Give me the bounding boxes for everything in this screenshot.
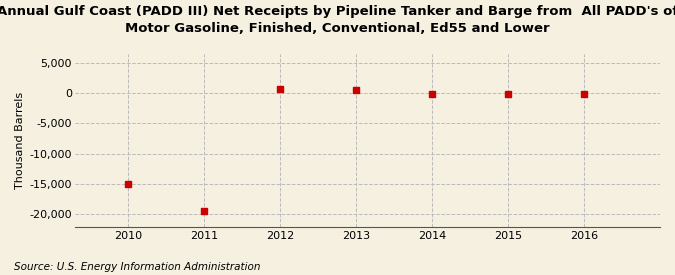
Point — [275, 87, 286, 91]
Point — [122, 182, 133, 186]
Point — [503, 91, 514, 96]
Point — [350, 88, 361, 92]
Text: Source: U.S. Energy Information Administration: Source: U.S. Energy Information Administ… — [14, 262, 260, 272]
Y-axis label: Thousand Barrels: Thousand Barrels — [15, 92, 25, 189]
Point — [198, 209, 209, 214]
Point — [427, 92, 437, 97]
Text: Annual Gulf Coast (PADD III) Net Receipts by Pipeline Tanker and Barge from  All: Annual Gulf Coast (PADD III) Net Receipt… — [0, 6, 675, 35]
Point — [578, 91, 589, 96]
